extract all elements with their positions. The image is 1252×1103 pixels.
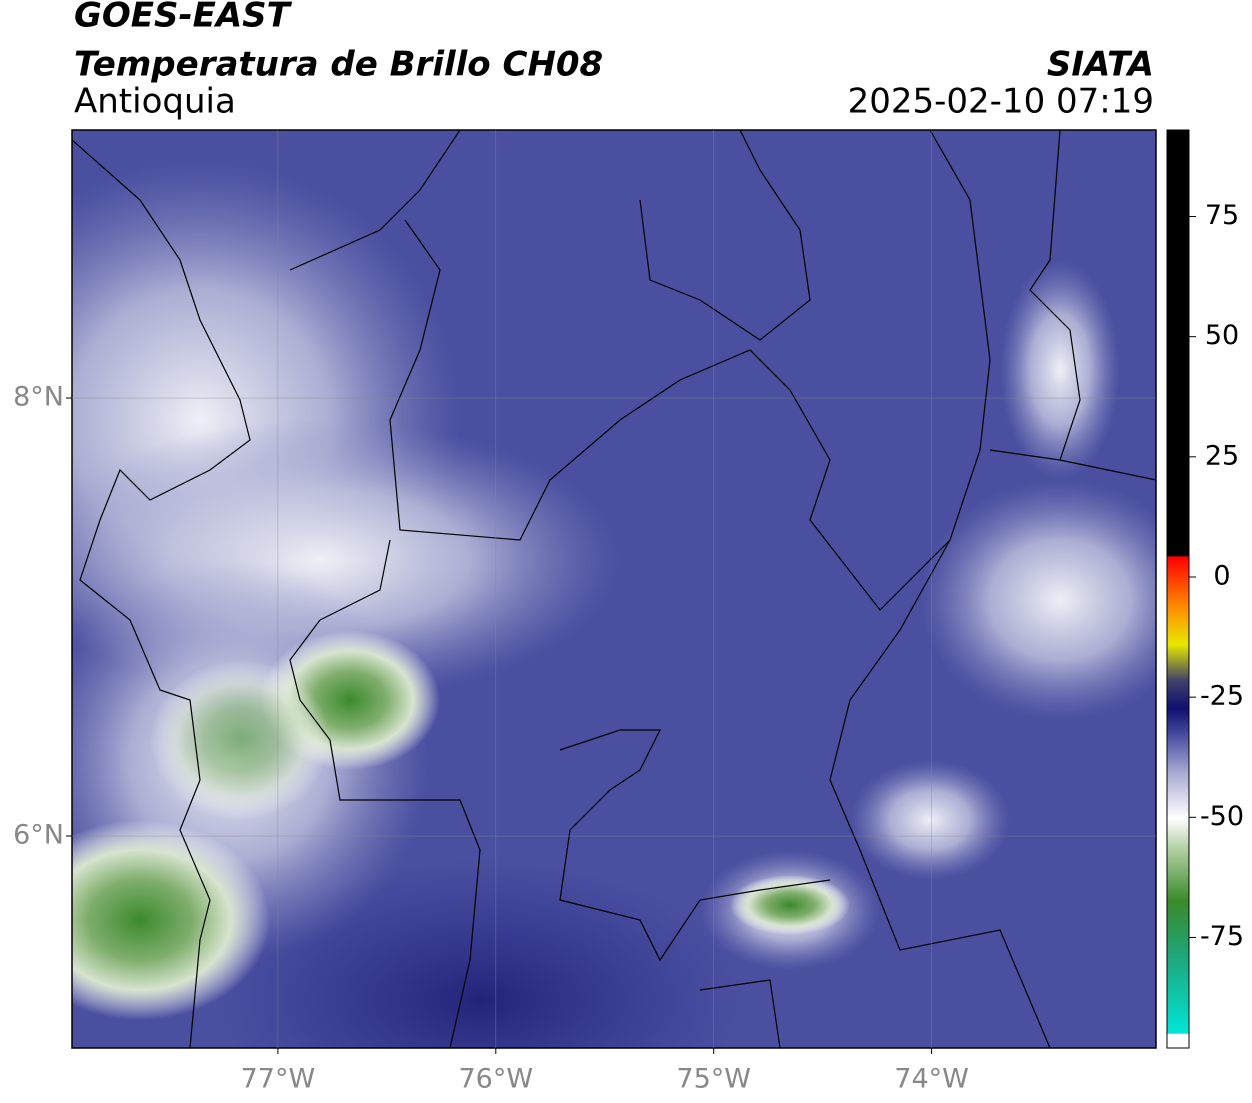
source: SIATA (1047, 45, 1154, 85)
colorbar-label: 25 (1205, 440, 1239, 471)
lon-label: 76°W (459, 1064, 534, 1095)
lat-label: 6°N (13, 820, 64, 851)
colorbar (1166, 129, 1190, 1049)
lon-label: 75°W (676, 1064, 751, 1095)
colorbar-label: -75 (1200, 921, 1244, 952)
lon-label: 74°W (894, 1064, 969, 1095)
colorbar-label: 50 (1205, 320, 1239, 351)
region: Antioquia (74, 82, 236, 122)
lat-label: 8°N (13, 382, 64, 413)
timestamp: 2025-02-10 07:19 (848, 82, 1154, 122)
colorbar-label: -50 (1200, 801, 1244, 832)
colorbar-label: 75 (1205, 200, 1239, 231)
map-imagery (72, 130, 1156, 1048)
lon-label: 77°W (241, 1064, 316, 1095)
map-frame (71, 129, 1157, 1049)
subtitle: Temperatura de Brillo CH08 (74, 45, 603, 85)
colorbar-label: 0 (1213, 560, 1230, 591)
colorbar-label: -25 (1200, 681, 1244, 712)
title: GOES-EAST (74, 0, 293, 36)
